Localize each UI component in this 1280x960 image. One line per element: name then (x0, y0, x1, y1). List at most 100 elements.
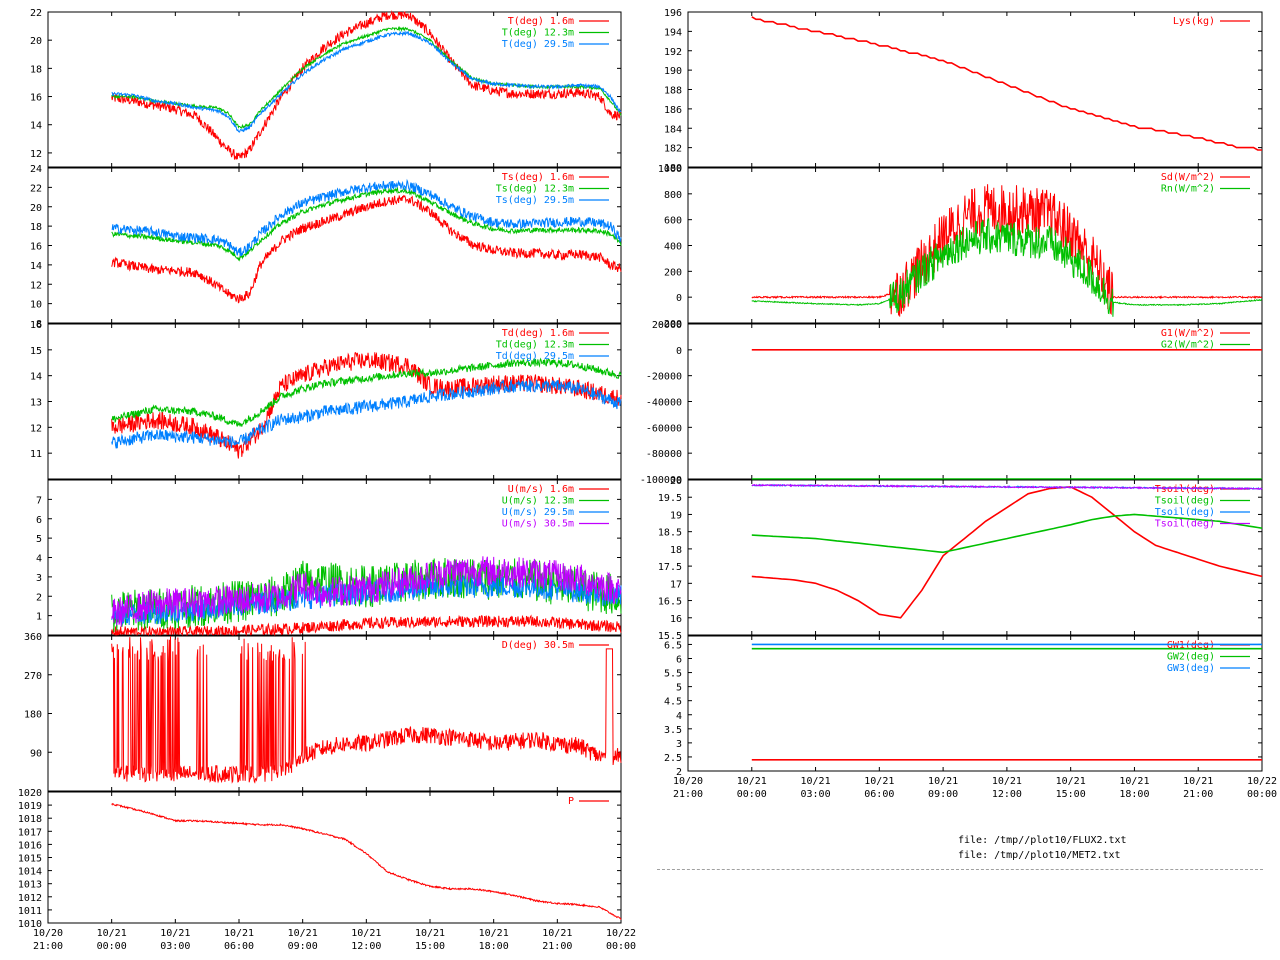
y-tick-label: 14 (30, 372, 42, 383)
panel-t: 12 14 16 18 20 22 T(deg) 1.6mT(deg) 12.3mT(deg… (30, 8, 622, 168)
y-tick-label: -40000 (646, 398, 682, 409)
file-path-flux: file: /tmp//plot10/FLUX2.txt (958, 835, 1127, 846)
y-tick-label: 3 (36, 573, 42, 584)
y-tick-label: 14 (30, 261, 42, 272)
x-tick-label: 21:00 (33, 941, 63, 952)
series-line (111, 357, 622, 427)
x-tick-label: 18:00 (1119, 789, 1149, 800)
y-tick-label: 188 (664, 86, 682, 97)
y-tick-label: 3 (676, 739, 682, 750)
x-tick-label: 00:00 (1247, 789, 1277, 800)
y-tick-label: 20 (30, 36, 42, 47)
y-tick-label: 18 (30, 64, 42, 75)
y-tick-label: 90 (30, 748, 42, 759)
y-tick-label: 180 (664, 163, 682, 174)
y-tick-label: 14 (30, 121, 42, 132)
panel-lys: 180 182 184 186 188 190 192 194 196 Lys(kg) (664, 8, 1263, 174)
file-path-met: file: /tmp//plot10/MET2.txt (958, 850, 1121, 861)
legend-label: Lys(kg) (1173, 16, 1215, 27)
y-tick-label: 18 (30, 222, 42, 233)
x-tick-label: 10/21 (479, 928, 509, 939)
panel-sd: -200 0 200 400 600 800 1000 Sd(W/m^2)Rn(W/m^2) (658, 164, 1263, 330)
x-tick-label: 10/21 (288, 928, 318, 939)
y-tick-label: 1011 (18, 906, 42, 917)
series-line (751, 16, 1262, 151)
legend-label: T(deg) 1.6m (508, 16, 574, 27)
series-line (111, 178, 622, 257)
y-tick-label: 0 (676, 293, 682, 304)
x-tick-label: 10/20 (33, 928, 63, 939)
legend-label: Ts(deg) 12.3m (496, 184, 574, 195)
legend-label: Td(deg) 12.3m (496, 340, 574, 351)
x-tick-label: 10/22 (606, 928, 636, 939)
legend-label: Rn(W/m^2) (1161, 184, 1215, 195)
legend-label: D(deg) 30.5m (502, 640, 574, 651)
y-tick-label: 22 (30, 183, 42, 194)
series-line (751, 513, 1263, 554)
series-line (751, 483, 1263, 491)
panel-p: 10/20 21:00 10/21 00:00 10/21 03:00 10/21 06:00… (18, 788, 636, 952)
y-tick-label: 8 (36, 319, 42, 330)
series-line (111, 575, 622, 626)
y-tick-label: 1019 (18, 801, 42, 812)
divider-line (657, 869, 1263, 870)
y-tick-label: 270 (24, 671, 42, 682)
y-tick-label: 20000 (652, 320, 682, 331)
y-tick-label: 24 (30, 164, 42, 175)
series-line (111, 10, 622, 160)
y-tick-label: 4 (36, 554, 42, 565)
y-tick-label: 1015 (18, 854, 42, 865)
series-line (751, 184, 1263, 317)
x-tick-label: 10/21 (415, 928, 445, 939)
y-tick-label: 1000 (658, 164, 682, 175)
y-tick-label: 2 (676, 767, 682, 778)
y-tick-label: 194 (664, 27, 682, 38)
x-tick-label: 21:00 (542, 941, 572, 952)
y-tick-label: 2 (36, 592, 42, 603)
legend-label: GW3(deg) (1167, 663, 1215, 674)
x-tick-label: 10/21 (542, 928, 572, 939)
x-tick-label: 21:00 (1183, 789, 1213, 800)
y-tick-label: 186 (664, 105, 682, 116)
y-tick-label: 10 (30, 300, 42, 311)
series-line (111, 556, 622, 627)
series-line (111, 30, 622, 133)
y-tick-label: 400 (664, 242, 682, 253)
y-tick-label: 15.5 (658, 631, 682, 642)
panel-tsoil: 15.5 16 16.5 17 17.5 18 18.5 19 19.5 20 Tsoil(deg)… (658, 476, 1263, 642)
series-line (111, 186, 622, 262)
x-tick-label: 00:00 (606, 941, 636, 952)
y-tick-label: -20000 (646, 372, 682, 383)
series-line (751, 486, 1263, 619)
y-tick-label: 5 (36, 534, 42, 545)
x-tick-label: 10/21 (351, 928, 381, 939)
y-tick-label: 16 (30, 242, 42, 253)
y-tick-label: 1016 (18, 840, 42, 851)
x-tick-label: 10/20 (673, 776, 703, 787)
legend-label: G1(W/m^2) (1161, 328, 1215, 339)
x-tick-label: 06:00 (224, 941, 254, 952)
y-tick-label: 6.5 (664, 640, 682, 651)
y-tick-label: 182 (664, 144, 682, 155)
x-tick-label: 03:00 (801, 789, 831, 800)
x-tick-label: 09:00 (288, 941, 318, 952)
legend-label: U(m/s) 12.3m (502, 496, 574, 507)
y-tick-label: 184 (664, 124, 682, 135)
x-tick-label: 10/21 (224, 928, 254, 939)
y-tick-label: 18.5 (658, 528, 682, 539)
y-tick-label: 7 (36, 495, 42, 506)
y-tick-label: 4 (676, 711, 682, 722)
y-tick-label: -100000 (640, 475, 682, 486)
x-tick-label: 00:00 (97, 941, 127, 952)
legend-label: Td(deg) 29.5m (496, 351, 574, 362)
y-tick-label: 4.5 (664, 697, 682, 708)
legend-label: Ts(deg) 1.6m (502, 172, 574, 183)
panel-frame (687, 635, 1263, 772)
series-line (111, 378, 622, 449)
y-tick-label: 196 (664, 8, 682, 19)
x-tick-label: 21:00 (673, 789, 703, 800)
y-tick-label: 17.5 (658, 562, 682, 573)
legend-label: U(m/s) 1.6m (508, 484, 574, 495)
y-tick-label: -80000 (646, 449, 682, 460)
